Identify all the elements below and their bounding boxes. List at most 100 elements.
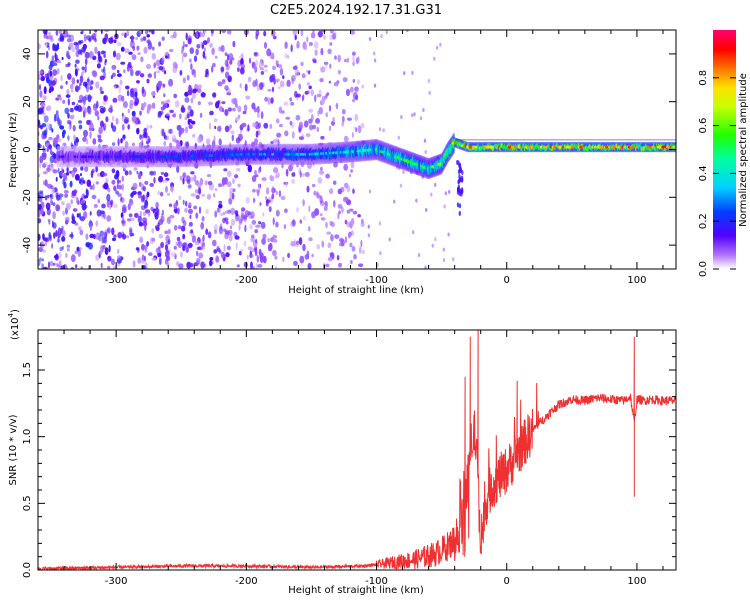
noise-speckle bbox=[159, 191, 164, 197]
noise-speckle bbox=[100, 90, 104, 94]
noise-speckle bbox=[135, 247, 140, 251]
noise-speckle bbox=[124, 48, 130, 54]
noise-speckle bbox=[100, 30, 103, 35]
noise-speckle bbox=[202, 50, 206, 59]
noise-speckle bbox=[332, 117, 335, 123]
noise-speckle bbox=[187, 184, 192, 189]
noise-speckle bbox=[312, 30, 315, 36]
noise-speckle bbox=[61, 245, 64, 250]
noise-speckle bbox=[345, 88, 351, 97]
noise-speckle bbox=[307, 262, 312, 269]
noise-speckle bbox=[146, 241, 150, 247]
noise-speckle bbox=[224, 217, 229, 222]
noise-speckle bbox=[256, 189, 260, 197]
noise-speckle bbox=[277, 86, 281, 90]
noise-speckle bbox=[67, 73, 72, 80]
noise-speckle bbox=[295, 114, 301, 121]
noise-speckle bbox=[178, 195, 182, 201]
noise-speckle bbox=[349, 86, 354, 93]
noise-speckle bbox=[252, 188, 256, 193]
noise-speckle bbox=[70, 254, 76, 263]
noise-speckle bbox=[255, 130, 259, 138]
noise-speckle bbox=[403, 71, 406, 76]
noise-speckle bbox=[218, 183, 223, 188]
noise-speckle bbox=[187, 242, 193, 248]
noise-speckle bbox=[286, 79, 291, 87]
noise-speckle bbox=[214, 188, 218, 192]
noise-speckle bbox=[126, 30, 130, 37]
noise-speckle bbox=[93, 204, 98, 208]
noise-speckle bbox=[134, 91, 138, 98]
noise-speckle bbox=[122, 134, 126, 141]
noise-speckle bbox=[46, 167, 51, 172]
noise-speckle bbox=[397, 135, 401, 140]
noise-speckle bbox=[153, 62, 157, 69]
noise-speckle bbox=[184, 116, 187, 121]
noise-speckle bbox=[329, 220, 333, 226]
noise-speckle bbox=[55, 30, 59, 36]
noise-speckle bbox=[82, 105, 86, 111]
noise-speckle bbox=[67, 62, 71, 66]
noise-speckle bbox=[213, 249, 217, 254]
noise-speckle bbox=[254, 52, 258, 56]
noise-speckle bbox=[256, 105, 260, 114]
noise-speckle bbox=[95, 181, 99, 185]
noise-speckle bbox=[144, 262, 148, 269]
noise-speckle bbox=[40, 207, 44, 215]
noise-speckle bbox=[43, 180, 45, 186]
noise-speckle bbox=[247, 211, 252, 216]
noise-speckle bbox=[164, 230, 169, 235]
noise-speckle bbox=[79, 229, 84, 236]
noise-speckle bbox=[58, 30, 63, 35]
noise-speckle bbox=[334, 234, 340, 239]
noise-speckle bbox=[157, 252, 162, 258]
noise-speckle bbox=[73, 140, 77, 146]
noise-speckle bbox=[89, 131, 92, 139]
noise-speckle bbox=[289, 97, 293, 102]
noise-speckle bbox=[196, 88, 202, 93]
snr-ytick-label: 1.5 bbox=[22, 362, 33, 378]
noise-speckle bbox=[235, 137, 241, 144]
noise-speckle bbox=[95, 81, 100, 89]
noise-speckle bbox=[361, 84, 365, 89]
noise-speckle bbox=[197, 101, 201, 106]
noise-speckle bbox=[167, 239, 171, 245]
noise-speckle bbox=[57, 94, 61, 98]
noise-speckle bbox=[51, 128, 54, 133]
noise-speckle bbox=[75, 138, 79, 143]
noise-speckle bbox=[121, 207, 127, 214]
noise-speckle bbox=[172, 61, 178, 69]
noise-speckle bbox=[58, 260, 62, 268]
noise-speckle bbox=[111, 64, 117, 70]
noise-speckle bbox=[178, 263, 184, 269]
noise-speckle bbox=[218, 203, 223, 209]
noise-speckle bbox=[102, 172, 108, 177]
noise-speckle bbox=[328, 80, 332, 84]
noise-speckle bbox=[120, 196, 123, 202]
noise-speckle bbox=[328, 125, 332, 132]
noise-speckle bbox=[265, 187, 270, 195]
noise-speckle bbox=[275, 221, 279, 228]
noise-speckle bbox=[144, 180, 149, 185]
noise-speckle bbox=[258, 221, 262, 225]
noise-speckle bbox=[338, 262, 342, 268]
noise-speckle bbox=[434, 237, 437, 242]
noise-speckle bbox=[213, 118, 218, 122]
noise-speckle bbox=[128, 213, 133, 218]
noise-speckle bbox=[124, 170, 129, 176]
noise-speckle bbox=[206, 174, 212, 178]
noise-speckle bbox=[92, 138, 97, 145]
noise-speckle bbox=[200, 261, 205, 269]
noise-speckle bbox=[284, 41, 288, 49]
noise-speckle bbox=[168, 78, 174, 87]
noise-speckle bbox=[48, 144, 52, 150]
noise-speckle bbox=[160, 101, 165, 105]
noise-speckle bbox=[431, 243, 434, 248]
noise-speckle bbox=[385, 30, 388, 35]
noise-speckle bbox=[69, 114, 75, 120]
noise-speckle bbox=[112, 72, 116, 78]
noise-speckle bbox=[128, 170, 132, 176]
noise-speckle bbox=[38, 218, 42, 224]
noise-speckle bbox=[55, 204, 61, 212]
noise-speckle bbox=[143, 101, 147, 107]
